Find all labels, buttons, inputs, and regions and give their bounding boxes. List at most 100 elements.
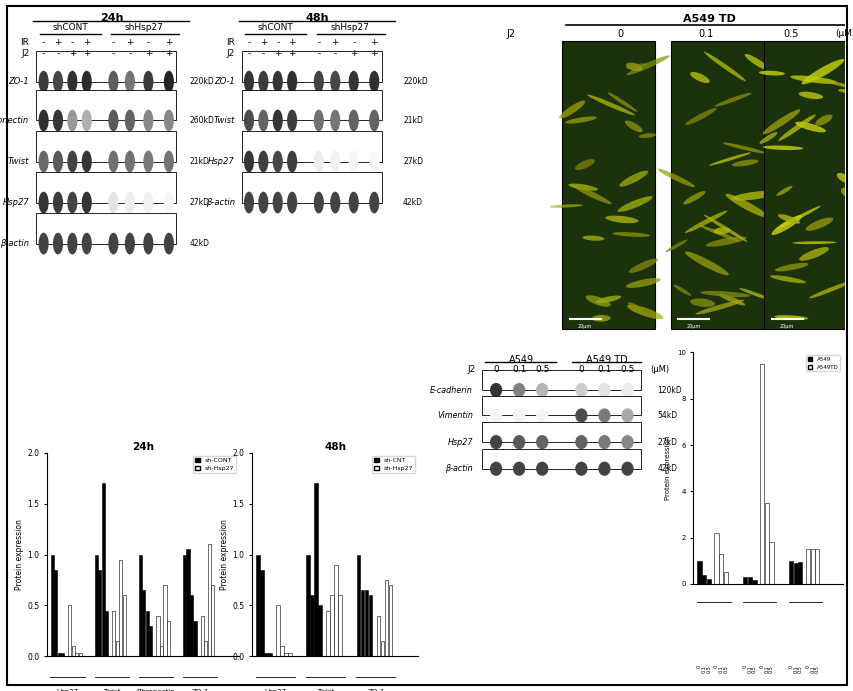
- Ellipse shape: [621, 408, 633, 423]
- Ellipse shape: [108, 110, 119, 131]
- Ellipse shape: [164, 70, 174, 93]
- Bar: [207, 545, 211, 656]
- Bar: [241, 51, 381, 82]
- Ellipse shape: [657, 169, 694, 187]
- Bar: [102, 483, 105, 656]
- Text: -: -: [316, 49, 320, 58]
- Text: β-actin: β-actin: [206, 198, 235, 207]
- Ellipse shape: [762, 146, 803, 150]
- Bar: [364, 590, 368, 656]
- Ellipse shape: [598, 408, 610, 423]
- Bar: [338, 596, 341, 656]
- Ellipse shape: [125, 110, 135, 131]
- Bar: [306, 554, 310, 656]
- Text: (μM): (μM): [834, 29, 853, 38]
- Text: IR: IR: [20, 38, 29, 47]
- Bar: [482, 422, 641, 442]
- Ellipse shape: [625, 278, 660, 288]
- Text: Hsp27: Hsp27: [264, 689, 287, 691]
- Y-axis label: Protein expression: Protein expression: [15, 519, 25, 590]
- Bar: [189, 596, 193, 656]
- Text: J2: J2: [506, 29, 515, 39]
- Text: 0.1: 0.1: [746, 665, 751, 672]
- Ellipse shape: [559, 100, 584, 119]
- Ellipse shape: [67, 191, 78, 214]
- Bar: [482, 449, 641, 468]
- Ellipse shape: [568, 184, 597, 191]
- Bar: [759, 364, 763, 584]
- Bar: [718, 553, 722, 584]
- Text: -: -: [112, 38, 115, 47]
- Ellipse shape: [164, 191, 174, 214]
- Ellipse shape: [739, 288, 771, 301]
- Ellipse shape: [513, 408, 525, 423]
- Ellipse shape: [798, 247, 828, 261]
- Text: 0: 0: [577, 366, 583, 375]
- Ellipse shape: [272, 110, 282, 131]
- Ellipse shape: [837, 89, 853, 93]
- Bar: [288, 654, 292, 656]
- Ellipse shape: [164, 233, 174, 254]
- Text: -: -: [261, 49, 264, 58]
- Text: 27kD: 27kD: [189, 198, 209, 207]
- Ellipse shape: [626, 305, 663, 319]
- Ellipse shape: [731, 160, 757, 167]
- Text: -: -: [71, 38, 74, 47]
- Ellipse shape: [821, 79, 853, 91]
- Ellipse shape: [108, 233, 119, 254]
- Bar: [788, 561, 792, 584]
- Bar: [792, 563, 797, 584]
- Bar: [705, 579, 710, 584]
- Text: +: +: [126, 38, 133, 47]
- Text: (μM): (μM): [650, 366, 669, 375]
- Ellipse shape: [684, 211, 727, 233]
- Text: -: -: [128, 49, 131, 58]
- Text: 21kD: 21kD: [403, 116, 422, 125]
- Text: Fibronectin: Fibronectin: [0, 116, 29, 125]
- Bar: [156, 616, 160, 656]
- Ellipse shape: [244, 151, 253, 173]
- Text: 0.5: 0.5: [534, 366, 548, 375]
- Ellipse shape: [694, 300, 744, 314]
- Ellipse shape: [143, 151, 154, 173]
- Ellipse shape: [587, 95, 635, 115]
- Ellipse shape: [348, 191, 358, 214]
- Text: shCONT: shCONT: [52, 23, 88, 32]
- Text: 0.5: 0.5: [814, 665, 819, 672]
- Text: 0: 0: [617, 29, 623, 39]
- Ellipse shape: [313, 70, 323, 93]
- Ellipse shape: [38, 151, 49, 173]
- Ellipse shape: [591, 315, 610, 322]
- Text: +: +: [274, 49, 281, 58]
- Ellipse shape: [490, 435, 502, 449]
- Text: -: -: [247, 38, 250, 47]
- Ellipse shape: [689, 72, 709, 83]
- Text: ZO-1: ZO-1: [9, 77, 29, 86]
- Ellipse shape: [82, 191, 91, 214]
- Ellipse shape: [490, 383, 502, 397]
- Bar: [149, 626, 153, 656]
- Text: Twist: Twist: [213, 116, 235, 125]
- Bar: [36, 172, 176, 202]
- Ellipse shape: [703, 215, 746, 242]
- Ellipse shape: [627, 303, 641, 311]
- Ellipse shape: [536, 462, 548, 476]
- Bar: [310, 596, 314, 656]
- Ellipse shape: [53, 233, 63, 254]
- Text: +: +: [350, 49, 357, 58]
- Text: 0: 0: [804, 665, 809, 668]
- Text: 0.1: 0.1: [697, 29, 712, 39]
- Text: -: -: [316, 38, 320, 47]
- Bar: [105, 611, 108, 656]
- Text: Hsp27: Hsp27: [447, 437, 473, 446]
- Text: E-cadherin: E-cadherin: [430, 386, 473, 395]
- Bar: [241, 131, 381, 162]
- Ellipse shape: [582, 236, 604, 240]
- Ellipse shape: [575, 408, 587, 423]
- Text: -: -: [334, 49, 336, 58]
- Bar: [334, 565, 338, 656]
- Bar: [764, 503, 768, 584]
- Bar: [769, 542, 773, 584]
- Text: shHsp27: shHsp27: [330, 23, 368, 32]
- Bar: [36, 51, 176, 82]
